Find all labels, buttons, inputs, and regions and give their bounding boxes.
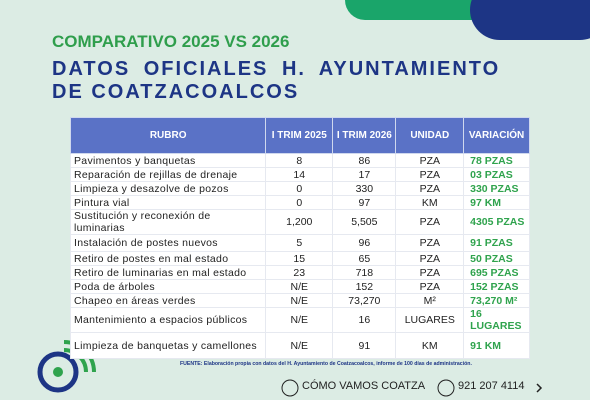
table-cell: 718: [332, 265, 397, 280]
column-header: RUBRO: [69, 117, 267, 154]
variation-cell: 330 PZAS: [463, 181, 530, 196]
row-label: Retiro de postes en mal estado: [69, 251, 267, 266]
table-row: Retiro de postes en mal estado 15 65 PZA 50 …: [69, 251, 530, 266]
subtitle: DATOS OFICIALES H. AYUNTAMIENTO: [52, 58, 501, 80]
table-cell: KM: [395, 195, 465, 210]
variation-cell: 97 KM: [463, 195, 530, 210]
table-cell: 73,270: [332, 293, 397, 308]
row-label: Pintura vial: [69, 195, 267, 210]
row-label: Limpieza de banquetas y camellones: [69, 332, 267, 359]
table-cell: 0: [265, 195, 334, 210]
variation-cell: 695 PZAS: [463, 265, 530, 280]
table-cell: N/E: [265, 279, 334, 294]
variation-cell: 91 PZAS: [463, 234, 530, 252]
table-cell: LUGARES: [395, 307, 465, 333]
row-label: Reparación de rejillas de drenaje: [69, 167, 267, 182]
table-cell: 97: [332, 195, 397, 210]
table-cell: PZA: [395, 279, 465, 294]
table-cell: 96: [332, 234, 397, 252]
column-header: I TRIM 2025: [265, 117, 334, 154]
table-row: Chapeo en áreas verdes N/E 73,270 M² 73,270 …: [69, 293, 530, 308]
row-label: Limpieza y desazolve de pozos: [69, 181, 267, 196]
table-cell: 91: [332, 332, 397, 359]
table-cell: PZA: [395, 167, 465, 182]
title: COMPARATIVO 2025 VS 2026: [52, 32, 290, 51]
table-row: Pavimentos y banquetas 8 86 PZA 78 PZAS: [69, 153, 530, 168]
table-cell: 8: [265, 153, 334, 168]
variation-cell: 152 PZAS: [463, 279, 530, 294]
table-cell: PZA: [395, 234, 465, 252]
table-cell: M²: [395, 293, 465, 308]
table-cell: 15: [265, 251, 334, 266]
table-cell: 152: [332, 279, 397, 294]
table-row: Sustitución y reconexión de luminarias 1,…: [69, 209, 530, 235]
table-cell: 14: [265, 167, 334, 182]
variation-cell: 16 LUGARES: [463, 307, 530, 333]
variation-cell: 78 PZAS: [463, 153, 530, 168]
variation-cell: 4305 PZAS: [463, 209, 530, 235]
table-cell: PZA: [395, 251, 465, 266]
row-label: Sustitución y reconexión de luminarias: [69, 209, 267, 235]
column-header: I TRIM 2026: [332, 117, 397, 154]
table-cell: 1,200: [265, 209, 334, 235]
table-cell: N/E: [265, 332, 334, 359]
row-label: Retiro de luminarias en mal estado: [69, 265, 267, 280]
table-cell: PZA: [395, 209, 465, 235]
table-cell: 17: [332, 167, 397, 182]
table-cell: 16: [332, 307, 397, 333]
row-label: Mantenimiento a espacios públicos: [69, 307, 267, 333]
facebook-handle[interactable]: CÓMO VAMOS COATZA: [302, 380, 426, 392]
table: RUBRO I TRIM 2025 I TRIM 2026 UNIDAD VARIACI…: [69, 117, 530, 359]
table-row: Limpieza y desazolve de pozos 0 330 PZA 330 …: [69, 181, 530, 196]
variation-cell: 03 PZAS: [463, 167, 530, 182]
column-header: VARIACIÓN: [463, 117, 530, 154]
table-cell: 330: [332, 181, 397, 196]
row-label: Pavimentos y banquetas: [69, 153, 267, 168]
source-note: FUENTE: Elaboración propia con datos del…: [180, 361, 472, 367]
table-cell: KM: [395, 332, 465, 359]
table-cell: 5: [265, 234, 334, 252]
column-header: UNIDAD: [395, 117, 465, 154]
table-row: Retiro de luminarias en mal estado 23 718 P…: [69, 265, 530, 280]
table-cell: 65: [332, 251, 397, 266]
table-cell: PZA: [395, 153, 465, 168]
table-cell: 0: [265, 181, 334, 196]
subtitle: DE COATZACOALCOS: [52, 81, 300, 103]
row-label: Instalación de postes nuevos: [69, 234, 267, 252]
table-row: Pintura vial 0 97 KM 97 KM: [69, 195, 530, 210]
table-cell: N/E: [265, 293, 334, 308]
table-cell: PZA: [395, 265, 465, 280]
table-cell: N/E: [265, 307, 334, 333]
table-row: Instalación de postes nuevos 5 96 PZA 91 PZA…: [69, 234, 530, 252]
whatsapp-number[interactable]: 921 207 4114: [458, 380, 525, 392]
row-label: Chapeo en áreas verdes: [69, 293, 267, 308]
table-row: Limpieza de banquetas y camellones N/E 91 K…: [69, 332, 530, 359]
variation-cell: 91 KM: [463, 332, 530, 359]
table-row: Mantenimiento a espacios públicos N/E 16 LU…: [69, 307, 530, 333]
table-row: Poda de árboles N/E 152 PZA 152 PZAS: [69, 279, 530, 294]
variation-cell: 73,270 M²: [463, 293, 530, 308]
table-cell: 5,505: [332, 209, 397, 235]
table-cell: PZA: [395, 181, 465, 196]
table-cell: 23: [265, 265, 334, 280]
table-row: Reparación de rejillas de drenaje 14 17 PZA…: [69, 167, 530, 182]
variation-cell: 50 PZAS: [463, 251, 530, 266]
row-label: Poda de árboles: [69, 279, 267, 294]
table-cell: 86: [332, 153, 397, 168]
